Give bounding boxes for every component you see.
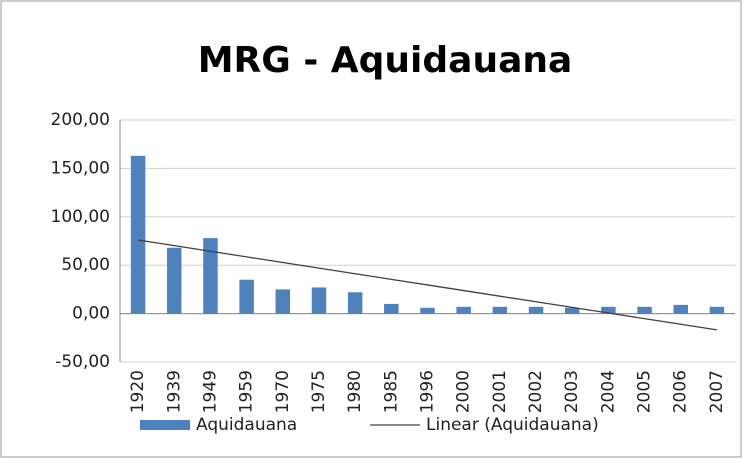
bar [347,292,363,314]
bar [709,306,725,314]
x-tick-label: 2005 [635,370,655,413]
x-tick-label: 2004 [598,370,618,413]
x-tick-label: 1980 [345,370,365,413]
x-tick-label: 1949 [200,370,220,413]
x-tick-label: 1920 [128,370,148,413]
x-tick-label: 2007 [707,370,727,413]
bar [275,289,291,314]
bar [564,307,580,314]
x-tick-label: 2000 [454,370,474,413]
y-tick-label: 200,00 [51,110,110,130]
chart-title: MRG - Aquidauana [198,40,573,81]
bar [203,238,218,314]
bar [601,306,616,314]
y-tick-label: 100,00 [51,207,110,227]
y-tick-label: -50,00 [55,352,110,372]
x-tick-label: 1975 [309,370,329,413]
bar [239,279,254,314]
trend-line [137,239,718,331]
bar [130,155,146,314]
x-tick-label: 2003 [562,370,582,413]
bar [492,306,508,314]
bar [456,306,471,314]
x-tick-label: 1970 [273,370,293,413]
legend-label: Linear (Aquidauana) [426,415,599,435]
x-tick-label: 1939 [164,370,184,413]
x-tick-label: 1996 [418,370,438,413]
y-tick-label: 0,00 [72,304,110,324]
y-tick-label: 150,00 [51,158,110,178]
x-tick-label: 2006 [671,370,691,413]
bar [420,307,435,314]
x-tick-label: 1985 [381,370,401,413]
legend-swatch [140,420,190,430]
y-tick-label: 50,00 [61,255,110,275]
bar [384,303,399,314]
bar [167,247,182,314]
bar [528,306,544,314]
legend-label: Aquidauana [196,415,297,435]
bar [637,306,652,314]
bar [673,304,688,314]
x-tick-label: 1959 [237,370,257,413]
bar [311,287,327,314]
x-tick-label: 2002 [526,370,546,413]
x-tick-label: 2001 [490,370,510,413]
